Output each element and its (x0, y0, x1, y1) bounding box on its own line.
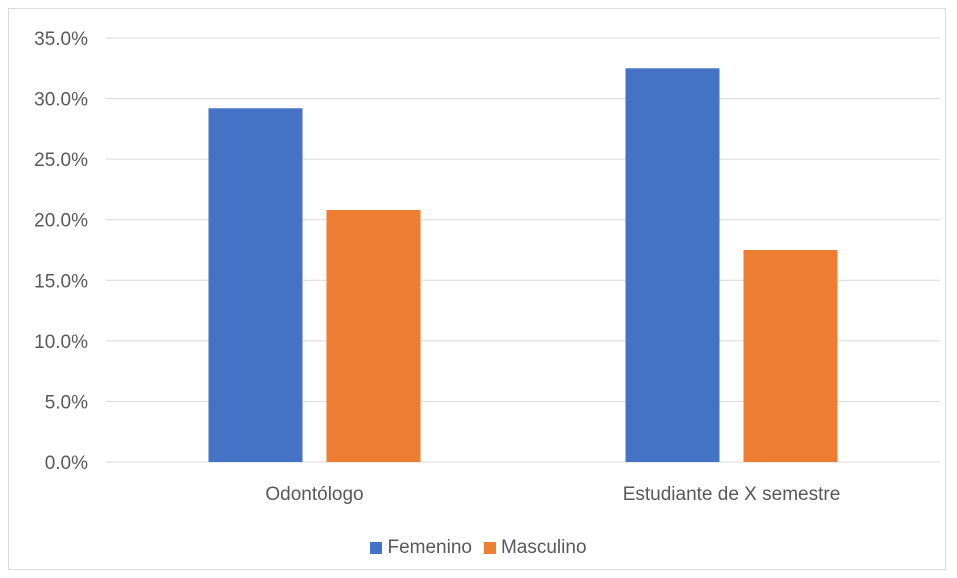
legend-label-femenino: Femenino (387, 537, 472, 558)
bar-femenino-0 (208, 108, 303, 463)
y-tick-label: 25.0% (34, 150, 88, 171)
legend-label-masculino: Masculino (500, 537, 587, 558)
legend: Femenino Masculino (0, 537, 957, 559)
x-axis-labels: Odontólogo Estudiante de X semestre (265, 484, 840, 505)
y-axis-ticks: 0.0% 5.0% 10.0% 15.0% 20.0% 25.0% 30.0% 35.0% (34, 29, 88, 474)
y-tick-label: 10.0% (34, 332, 88, 353)
y-tick-label: 0.0% (45, 453, 88, 474)
bar-femenino-1 (625, 68, 720, 463)
y-tick-label: 30.0% (34, 90, 88, 111)
bar-masculino-0 (326, 210, 421, 462)
bars (208, 68, 838, 463)
y-tick-label: 15.0% (34, 271, 88, 292)
y-tick-label: 20.0% (34, 211, 88, 232)
x-category-label: Odontólogo (265, 484, 363, 505)
legend-swatch-femenino (370, 542, 383, 554)
legend-swatch-masculino (483, 542, 496, 554)
x-category-label: Estudiante de X semestre (623, 484, 841, 505)
y-tick-label: 35.0% (34, 29, 88, 50)
legend-item-masculino: Masculino (483, 537, 587, 559)
legend-item-femenino: Femenino (370, 537, 472, 559)
bar-masculino-1 (743, 250, 838, 462)
y-tick-label: 5.0% (45, 392, 88, 413)
